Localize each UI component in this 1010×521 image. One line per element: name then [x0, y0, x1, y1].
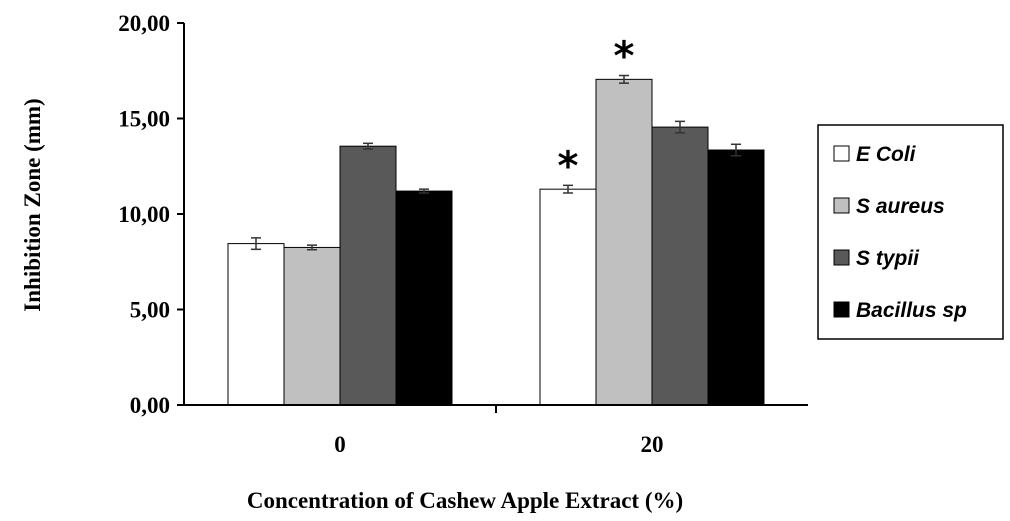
y-tick-label: 5,00: [130, 298, 170, 323]
error-bars-layer: [251, 74, 741, 251]
x-category-label: 20: [641, 432, 664, 457]
legend-label: E Coli: [856, 143, 917, 166]
bar: [283, 246, 341, 406]
legend: E Coli S aureus S typii Bacillus sp: [817, 124, 1004, 340]
x-axis-title: Concentration of Cashew Apple Extract (%…: [247, 488, 683, 513]
bar: [395, 190, 453, 406]
bar: [707, 149, 765, 406]
legend-label: Bacillus sp: [856, 299, 967, 322]
y-axis-title: Inhibition Zone (mm): [20, 98, 45, 311]
y-tick-label: 15,00: [118, 107, 170, 132]
x-category-label: 0: [334, 432, 346, 457]
y-tick-label: 20,00: [118, 11, 170, 36]
legend-swatch: [833, 249, 850, 266]
legend-swatch: [833, 197, 850, 214]
y-tick-label: 0,00: [130, 393, 170, 418]
legend-swatch: [833, 145, 850, 162]
bars-layer: [227, 78, 765, 406]
bar: [651, 126, 709, 406]
legend-swatch: [833, 301, 850, 318]
y-tick-label: 10,00: [118, 202, 170, 227]
bar: [595, 78, 653, 406]
bar: [539, 188, 597, 406]
bar: [339, 145, 397, 406]
legend-label: S typii: [856, 247, 920, 270]
bar: [227, 243, 285, 406]
y-axis-ticks: 0,00 5,00 10,00 15,00 20,00: [118, 11, 184, 418]
x-axis-categories: 0 20: [334, 405, 664, 457]
significance-star: *: [614, 34, 635, 80]
significance-star: *: [558, 143, 579, 189]
significance-markers: **: [558, 34, 635, 190]
legend-label: S aureus: [856, 195, 945, 218]
